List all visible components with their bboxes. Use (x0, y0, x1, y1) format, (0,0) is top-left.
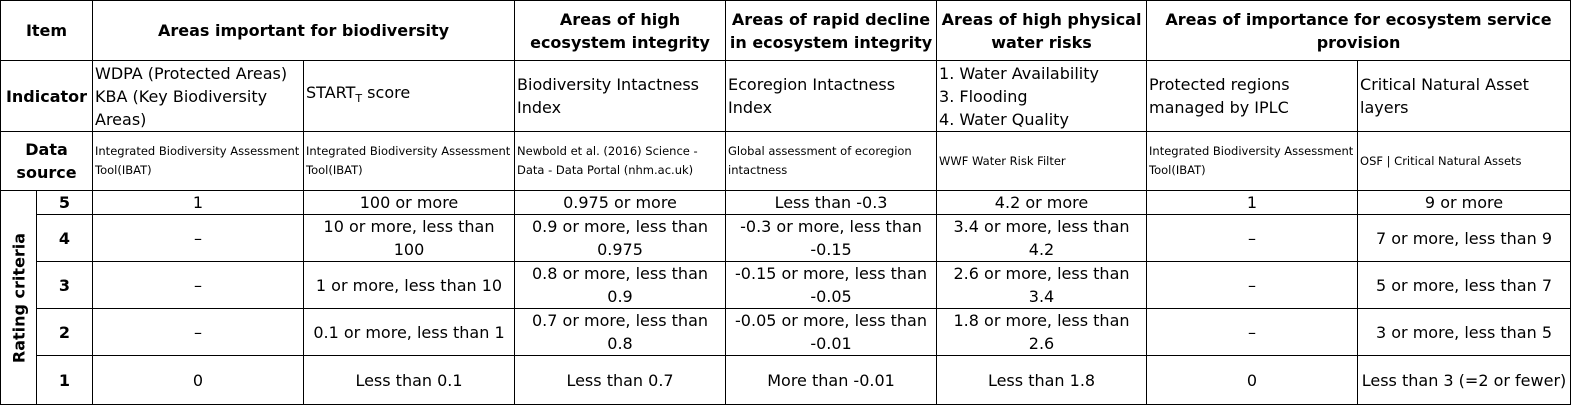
source-wwf: WWF Water Risk Filter (936, 131, 1148, 191)
rating-value: Less than 3 (=2 or fewer) (1357, 355, 1572, 405)
indicator-eii: Ecoregion Intactness Index (725, 60, 938, 132)
rating-level: 3 (36, 261, 93, 309)
rating-value: 2.6 or more, less than 3.4 (936, 261, 1148, 309)
rating-level: 4 (36, 214, 93, 262)
rating-value: – (1146, 308, 1359, 356)
water-item-4: 4. Water Quality (939, 109, 1069, 129)
rating-value: 3.4 or more, less than 4.2 (936, 214, 1148, 262)
rating-value: Less than 1.8 (936, 355, 1148, 405)
rating-value: 1 (92, 190, 304, 215)
indicator-bii: Biodiversity Intactness Index (514, 60, 727, 132)
rating-value: 0 (92, 355, 304, 405)
source-newbold: Newbold et al. (2016) Science - Data - D… (514, 131, 727, 191)
data-source-row: Data source Integrated Biodiversity Asse… (0, 131, 1572, 191)
indicator-iplc: Protected regions managed by IPLC (1146, 60, 1359, 132)
rating-value: – (1146, 261, 1359, 309)
rating-level: 2 (36, 308, 93, 356)
source-ibat-2: Integrated Biodiversity Assessment Tool(… (302, 131, 516, 191)
rating-value: Less than 0.7 (514, 355, 727, 405)
rating-criteria-label: Rating criteria (9, 232, 28, 363)
rating-row: 2 – 0.1 or more, less than 1 0.7 or more… (1, 308, 1572, 356)
rating-value: 100 or more (302, 190, 516, 215)
indicator-start-score: STARTT score (302, 60, 516, 132)
water-item-1: 1. Water Availability (939, 63, 1099, 83)
rating-value: 0 (1146, 355, 1359, 405)
rating-level: 5 (36, 190, 93, 215)
start-main: START (306, 83, 356, 103)
rating-value: – (92, 214, 304, 262)
ecosystem-service-header: Areas of importance for ecosystem servic… (1146, 0, 1572, 61)
indicator-cna: Critical Natural Asset layers (1357, 60, 1572, 132)
rating-value: Less than -0.3 (725, 190, 938, 215)
source-global-assessment: Global assessment of ecoregion intactnes… (725, 131, 938, 191)
rating-value: 0.8 or more, less than 0.9 (514, 261, 727, 309)
indicator-wdpa: WDPA (Protected Areas) KBA (Key Biodiver… (92, 60, 304, 132)
rating-level: 1 (36, 355, 93, 405)
start-subscript: T (355, 92, 363, 106)
rating-row: 3 – 1 or more, less than 10 0.8 or more,… (1, 261, 1572, 309)
source-osf: OSF | Critical Natural Assets (1357, 131, 1572, 191)
rating-value: More than -0.01 (725, 355, 938, 405)
item-header: Item (0, 0, 93, 61)
water-risk-header: Areas of high physical water risks (936, 0, 1148, 61)
start-rest: score (362, 83, 411, 103)
rating-value: 0.975 or more (514, 190, 727, 215)
rating-value: 1 or more, less than 10 (302, 261, 516, 309)
integrity-header: Areas of high ecosystem integrity (514, 0, 727, 61)
rating-criteria-cell: Rating criteria (0, 190, 37, 405)
rating-value: 0.1 or more, less than 1 (302, 308, 516, 356)
indicator-row: Indicator WDPA (Protected Areas) KBA (Ke… (0, 60, 1572, 132)
rating-value: 10 or more, less than 100 (302, 214, 516, 262)
biodiversity-header: Areas important for biodiversity (91, 0, 516, 61)
rating-row: 1 0 Less than 0.1 Less than 0.7 More tha… (1, 355, 1572, 405)
decline-header: Areas of rapid decline in ecosystem inte… (725, 0, 938, 61)
rating-row: Rating criteria 5 1 100 or more 0.975 or… (0, 190, 1572, 405)
rating-value: 3 or more, less than 5 (1357, 308, 1572, 356)
rating-value: 1.8 or more, less than 2.6 (936, 308, 1148, 356)
source-ibat-3: Integrated Biodiversity Assessment Tool(… (1146, 131, 1359, 191)
rating-row: 4 – 10 or more, less than 100 0.9 or mor… (1, 214, 1572, 262)
rating-value: 9 or more (1357, 190, 1572, 215)
rating-value: Less than 0.1 (302, 355, 516, 405)
header-row: Item Areas important for biodiversity Ar… (0, 0, 1572, 61)
water-item-3: 3. Flooding (939, 86, 1028, 106)
indicator-label: Indicator (0, 60, 93, 132)
rating-value: -0.3 or more, less than -0.15 (725, 214, 938, 262)
rating-value: – (92, 308, 304, 356)
rating-value: 4.2 or more (936, 190, 1148, 215)
rating-value: 0.7 or more, less than 0.8 (514, 308, 727, 356)
indicator-water: 1. Water Availability 3. Flooding 4. Wat… (936, 60, 1148, 132)
rating-value: – (92, 261, 304, 309)
rating-value: 0.9 or more, less than 0.975 (514, 214, 727, 262)
rating-criteria-table: Item Areas important for biodiversity Ar… (0, 0, 1572, 405)
data-source-label: Data source (0, 131, 93, 191)
rating-value: 1 (1146, 190, 1359, 215)
source-ibat-1: Integrated Biodiversity Assessment Tool(… (92, 131, 304, 191)
rating-value: – (1146, 214, 1359, 262)
rating-value: 5 or more, less than 7 (1357, 261, 1572, 309)
rating-value: 7 or more, less than 9 (1357, 214, 1572, 262)
rating-value: -0.05 or more, less than -0.01 (725, 308, 938, 356)
rating-value: -0.15 or more, less than -0.05 (725, 261, 938, 309)
